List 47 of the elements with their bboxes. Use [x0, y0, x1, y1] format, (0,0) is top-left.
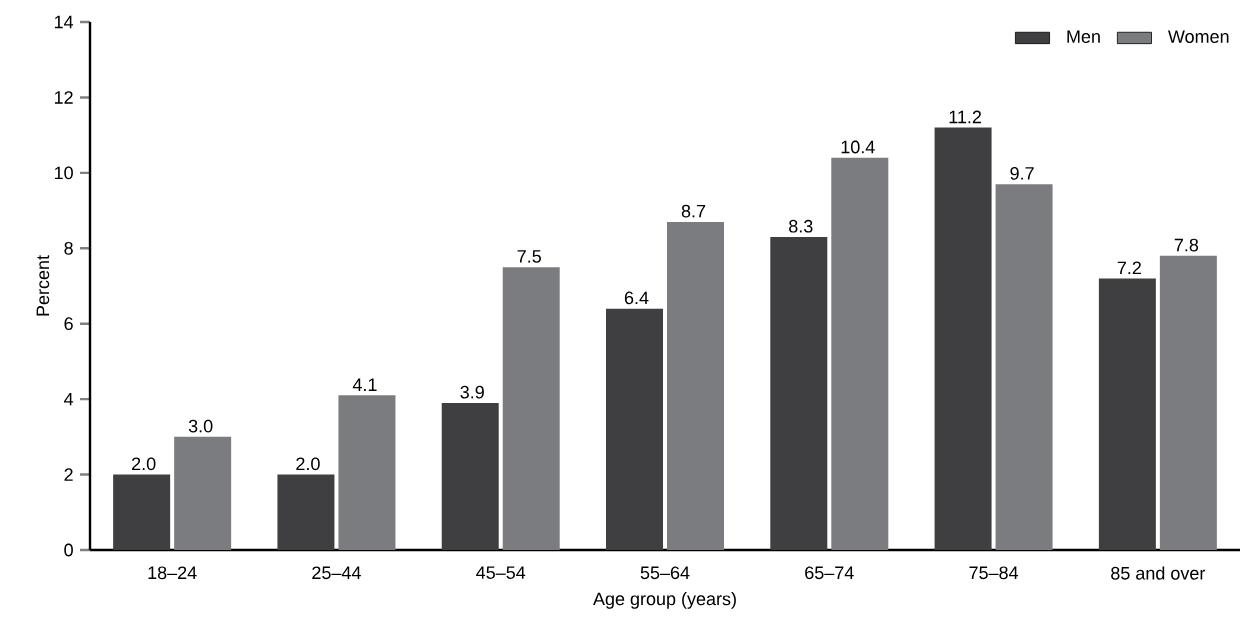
y-tick-label: 4: [64, 392, 74, 406]
y-tick-label: 12: [54, 91, 73, 104]
x-tick-label: 25–44: [312, 566, 361, 580]
bar: [667, 221, 725, 550]
x-tick-label: 18–24: [148, 566, 197, 580]
y-tick-label: 8: [64, 241, 73, 255]
y-tick-label: 14: [54, 15, 74, 29]
data-label: 3.0: [188, 419, 213, 433]
data-label: 7.2: [1117, 261, 1141, 275]
data-label: 8.7: [681, 204, 706, 218]
data-label: 7.8: [1174, 238, 1199, 252]
data-label: 7.5: [517, 250, 541, 263]
bar: [606, 308, 664, 550]
bar: [934, 127, 992, 550]
bar: [338, 395, 396, 550]
bar: [995, 184, 1053, 550]
data-label: 2.0: [132, 457, 156, 471]
bar: [174, 436, 232, 550]
legend-label: Women: [1168, 30, 1229, 43]
bar: [502, 267, 560, 550]
x-tick-label: 55–64: [640, 566, 690, 580]
x-axis-title: Age group (years): [593, 592, 736, 609]
bar: [113, 474, 171, 550]
x-tick-label: 75–84: [969, 566, 1019, 580]
y-tick-label: 0: [64, 543, 73, 557]
x-tick-label: 65–74: [805, 566, 854, 580]
data-label: 4.1: [352, 378, 377, 391]
data-label: 11.2: [949, 110, 982, 124]
data-label: 6.4: [624, 291, 649, 305]
y-tick-label: 6: [64, 317, 73, 331]
data-label: 2.0: [296, 457, 320, 471]
x-tick-label: 85 and over: [1111, 566, 1206, 580]
x-tick-label: 45–54: [476, 566, 526, 579]
bar: [441, 402, 499, 550]
y-tick-label: 10: [54, 166, 73, 180]
y-tick-label: 2: [64, 468, 73, 481]
bar: [770, 236, 828, 550]
data-label: 8.3: [789, 219, 813, 233]
bar: [1159, 255, 1217, 550]
data-label: 9.7: [1010, 167, 1034, 180]
legend-label: Men: [1067, 30, 1100, 43]
y-axis-title: Percent: [36, 255, 50, 316]
data-label: 10.4: [841, 140, 875, 154]
bar: [831, 157, 889, 550]
bar: [1098, 278, 1156, 550]
data-label: 3.9: [460, 385, 484, 399]
bar: [277, 474, 335, 550]
